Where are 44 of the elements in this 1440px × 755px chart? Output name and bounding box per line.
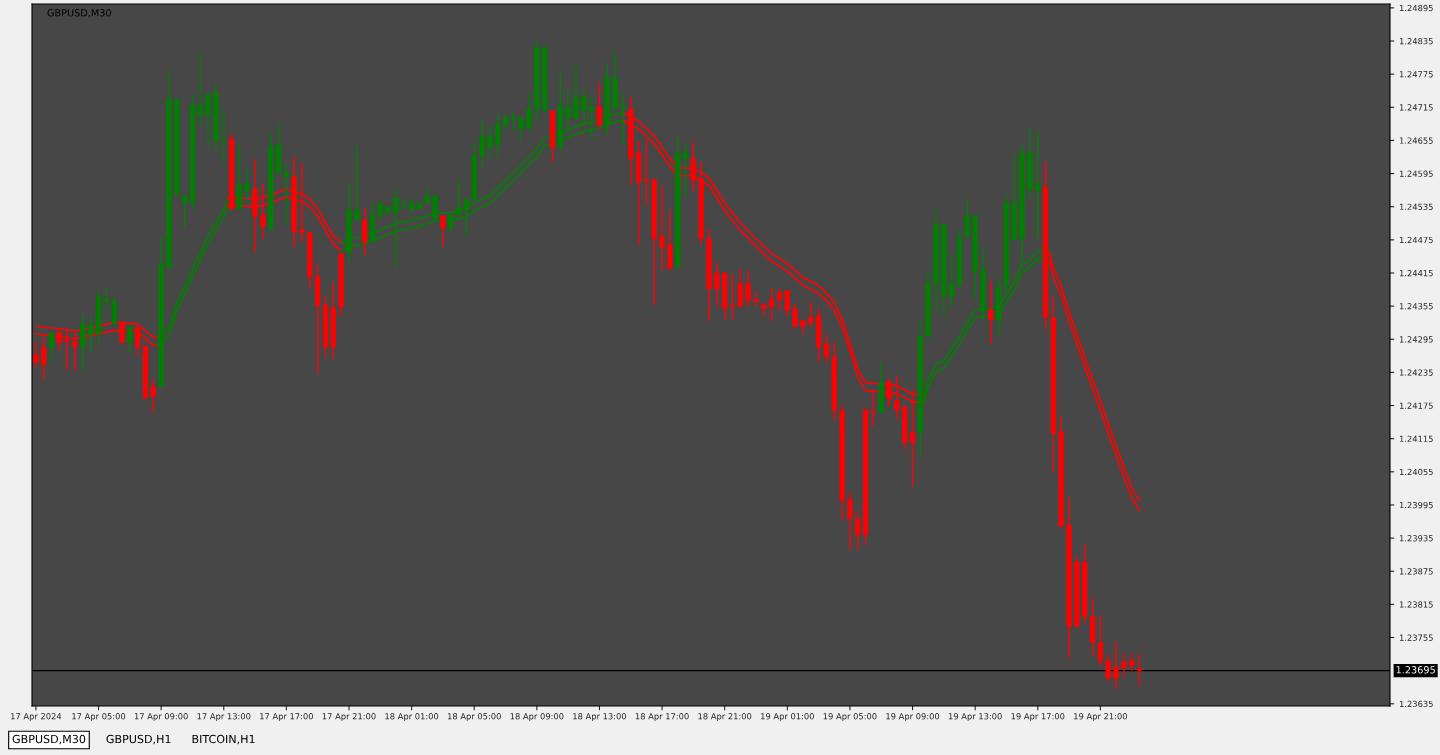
x-tick-label: 17 Apr 2024 bbox=[11, 713, 62, 722]
y-tick-label: 1.24655 bbox=[1399, 137, 1433, 144]
y-tick-label: 1.24895 bbox=[1399, 4, 1433, 12]
y-tick-label: 1.23935 bbox=[1399, 535, 1433, 542]
y-tick-label: 1.23995 bbox=[1399, 501, 1433, 509]
y-tick-label: 1.24835 bbox=[1399, 37, 1433, 45]
y-tick-label: 1.24055 bbox=[1399, 468, 1433, 476]
x-tick-label: 17 Apr 05:00 bbox=[72, 713, 126, 722]
x-tick-label: 17 Apr 09:00 bbox=[134, 713, 188, 722]
y-tick-label: 1.23635 bbox=[1399, 700, 1433, 708]
y-tick-label: 1.23875 bbox=[1399, 568, 1433, 575]
y-tick-label: 1.24115 bbox=[1399, 435, 1433, 442]
y-tick-label: 1.24535 bbox=[1399, 203, 1433, 210]
x-tick-label: 18 Apr 09:00 bbox=[510, 713, 564, 722]
x-tick-label: 17 Apr 13:00 bbox=[197, 713, 251, 722]
text: GBPUSD,H1 bbox=[106, 734, 171, 745]
y-tick-label: 1.23815 bbox=[1399, 601, 1433, 608]
x-tick-label: 19 Apr 01:00 bbox=[761, 713, 814, 722]
y-tick-label: 1.24775 bbox=[1399, 71, 1433, 78]
x-tick-label: 19 Apr 09:00 bbox=[886, 713, 940, 722]
x-tick-label: 19 Apr 05:00 bbox=[823, 713, 877, 722]
x-tick-label: 17 Apr 21:00 bbox=[322, 713, 376, 722]
x-tick-label: 19 Apr 17:00 bbox=[1011, 713, 1065, 722]
x-tick-label: 19 Apr 21:00 bbox=[1074, 713, 1128, 722]
y-tick-label: 1.23755 bbox=[1399, 634, 1433, 641]
chart-title: GBPUSD,M30 bbox=[47, 9, 111, 18]
x-tick-label: 19 Apr 13:00 bbox=[948, 713, 1002, 722]
text: BITCOIN,H1 bbox=[192, 734, 255, 745]
x-tick-label: 18 Apr 13:00 bbox=[573, 713, 627, 722]
y-tick-label: 1.24295 bbox=[1399, 336, 1433, 343]
y-tick-label: 1.24235 bbox=[1399, 369, 1433, 376]
x-tick-label: 17 Apr 17:00 bbox=[260, 713, 313, 722]
x-tick-label: 18 Apr 01:00 bbox=[385, 713, 439, 722]
y-tick-label: 1.24175 bbox=[1399, 402, 1433, 409]
x-tick-label: 18 Apr 21:00 bbox=[698, 713, 752, 722]
text: GBPUSD,M30 bbox=[12, 734, 86, 745]
y-tick-label: 1.24475 bbox=[1399, 236, 1433, 244]
ref-line-label: 1.23695 bbox=[1396, 666, 1435, 674]
x-tick-label: 18 Apr 05:00 bbox=[447, 713, 501, 722]
y-tick-label: 1.24595 bbox=[1399, 170, 1433, 177]
y-tick-label: 1.24355 bbox=[1399, 303, 1433, 310]
y-tick-label: 1.24715 bbox=[1399, 104, 1433, 111]
y-tick-label: 1.24415 bbox=[1399, 269, 1433, 277]
x-tick-label: 18 Apr 17:00 bbox=[635, 713, 689, 722]
